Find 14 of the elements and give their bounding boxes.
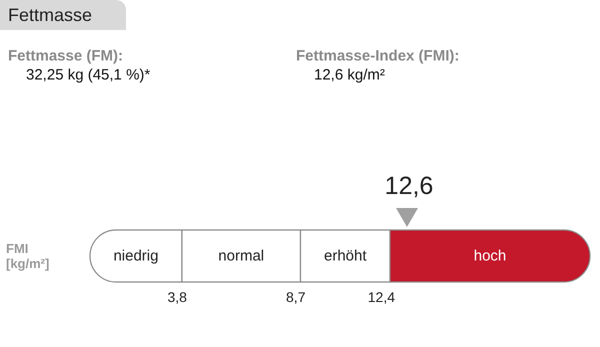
data-label: 12,4: [368, 289, 396, 305]
data-label: 3,8: [167, 289, 188, 305]
category-label: normal: [218, 248, 264, 264]
data-label: 8,7: [286, 289, 306, 305]
text: 12,6: [384, 172, 434, 200]
category-label: niedrig: [113, 248, 158, 264]
text: 32,25 kg (45,1 %)*: [26, 66, 150, 84]
text: 12,6 kg/m²: [314, 66, 385, 84]
text: FMI [kg/m²]: [6, 241, 50, 271]
text: Fettmasse-Index (FMI):: [296, 48, 460, 64]
text: Fettmasse: [8, 5, 92, 25]
category-label: hoch: [474, 248, 506, 264]
category-label: erhöht: [324, 248, 368, 264]
text: Fettmasse (FM):: [8, 48, 124, 64]
